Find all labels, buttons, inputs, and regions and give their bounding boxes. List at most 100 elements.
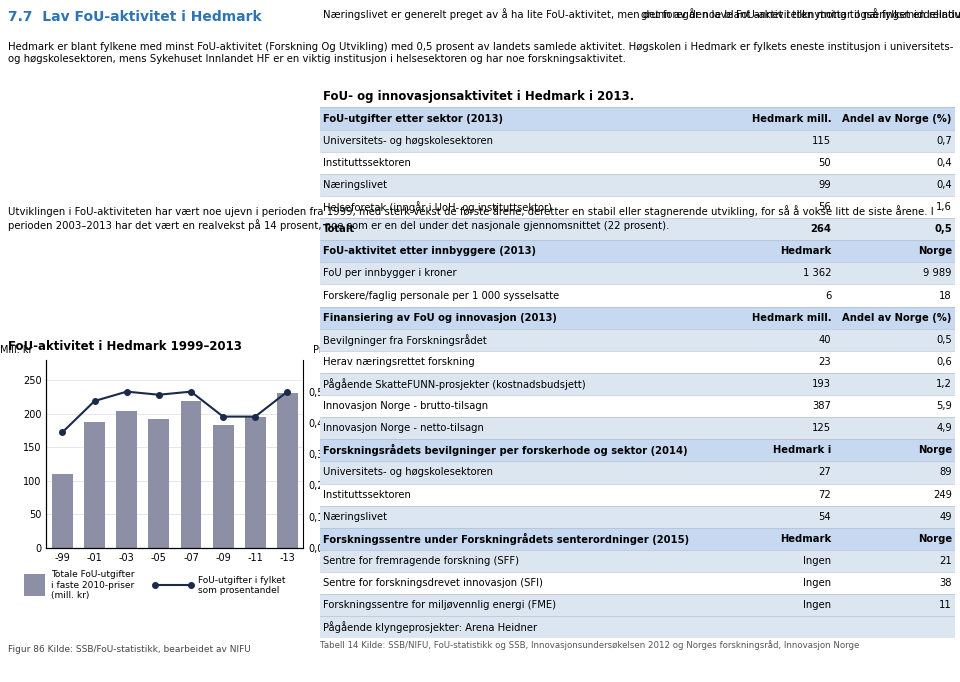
Text: Næringsliv og arbeidsplassutvikling  –  Fylkesstatistikk for Hedmark 2015  –  61: Næringsliv og arbeidsplassutvikling – Fy… xyxy=(516,662,931,672)
Bar xyxy=(320,351,955,373)
Bar xyxy=(320,240,955,263)
Text: Næringslivet: Næringslivet xyxy=(324,512,387,522)
Text: Totale FoU-utgifter
i faste 2010-priser
(mill. kr): Totale FoU-utgifter i faste 2010-priser … xyxy=(51,570,134,600)
Bar xyxy=(320,594,955,617)
Text: Innovasjon Norge - brutto-tilsagn: Innovasjon Norge - brutto-tilsagn xyxy=(324,401,489,411)
Text: 38: 38 xyxy=(939,578,951,588)
Text: 40: 40 xyxy=(819,335,831,345)
Text: Hedmark i: Hedmark i xyxy=(773,445,831,456)
Bar xyxy=(320,130,955,151)
Bar xyxy=(276,393,298,548)
Bar xyxy=(180,400,202,548)
Text: 72: 72 xyxy=(819,490,831,500)
Text: Andel av Norge (%): Andel av Norge (%) xyxy=(843,312,951,323)
Text: 89: 89 xyxy=(939,467,951,477)
Bar xyxy=(245,417,266,548)
Bar xyxy=(320,218,955,240)
Bar xyxy=(320,373,955,395)
Text: FoU-utgifter etter sektor (2013): FoU-utgifter etter sektor (2013) xyxy=(324,113,503,123)
Text: Ingen: Ingen xyxy=(804,556,831,566)
Text: 0,7: 0,7 xyxy=(936,136,951,146)
Text: Ingen: Ingen xyxy=(804,600,831,610)
Text: 1,6: 1,6 xyxy=(936,202,951,212)
Text: Forskningssentre for miljøvennlig energi (FME): Forskningssentre for miljøvennlig energi… xyxy=(324,600,556,610)
Text: FoU-aktivitet i Hedmark 1999–2013: FoU-aktivitet i Hedmark 1999–2013 xyxy=(8,340,242,353)
Text: 115: 115 xyxy=(812,136,831,146)
Text: Norge: Norge xyxy=(918,246,951,256)
Bar xyxy=(320,307,955,329)
Text: 249: 249 xyxy=(933,490,951,500)
Text: 125: 125 xyxy=(812,424,831,433)
Text: Forskere/faglig personale per 1 000 sysselsatte: Forskere/faglig personale per 1 000 syss… xyxy=(324,291,560,301)
Text: 50: 50 xyxy=(819,158,831,168)
Text: 11: 11 xyxy=(939,600,951,610)
Text: 54: 54 xyxy=(819,512,831,522)
Text: Universitets- og høgskolesektoren: Universitets- og høgskolesektoren xyxy=(324,467,493,477)
Text: Ingen: Ingen xyxy=(804,578,831,588)
Text: Mill. kr: Mill. kr xyxy=(0,345,33,355)
Bar xyxy=(320,395,955,417)
Text: 4,9: 4,9 xyxy=(936,424,951,433)
Text: 21: 21 xyxy=(939,556,951,566)
Text: Utviklingen i FoU-aktiviteten har vært noe ujevn i perioden fra 1999, med sterk : Utviklingen i FoU-aktiviteten har vært n… xyxy=(8,205,934,231)
Text: Sentre for forskningsdrevet innovasjon (SFI): Sentre for forskningsdrevet innovasjon (… xyxy=(324,578,543,588)
Text: Totalt: Totalt xyxy=(324,224,355,234)
Bar xyxy=(320,196,955,218)
Text: Pågående SkatteFUNN-prosjekter (kostnadsbudsjett): Pågående SkatteFUNN-prosjekter (kostnads… xyxy=(324,378,586,390)
Text: Figur 86 Kilde: SSB/FoU-statistikk, bearbeidet av NIFU: Figur 86 Kilde: SSB/FoU-statistikk, bear… xyxy=(8,645,251,654)
Text: 5,9: 5,9 xyxy=(936,401,951,411)
Text: Helseforetak (inngår i UoH- og instituttsektor): Helseforetak (inngår i UoH- og institutt… xyxy=(324,201,552,213)
Text: Pågående klyngeprosjekter: Arena Heidner: Pågående klyngeprosjekter: Arena Heidner xyxy=(324,621,538,634)
Text: 0,6: 0,6 xyxy=(936,357,951,367)
Text: Bevilgninger fra Forskningsrådet: Bevilgninger fra Forskningsrådet xyxy=(324,333,487,346)
Text: Instituttssektoren: Instituttssektoren xyxy=(324,158,411,168)
Text: Herav næringsrettet forskning: Herav næringsrettet forskning xyxy=(324,357,475,367)
Text: Prosent: Prosent xyxy=(313,345,349,355)
Text: Hedmark mill.: Hedmark mill. xyxy=(752,113,831,123)
Bar xyxy=(320,263,955,284)
Text: Næringslivet er generelt preget av å ha lite FoU-aktivitet, men det foregår noe : Næringslivet er generelt preget av å ha … xyxy=(323,8,960,20)
Bar xyxy=(149,419,169,548)
Bar xyxy=(320,462,955,484)
Text: Finansiering av FoU og innovasjon (2013): Finansiering av FoU og innovasjon (2013) xyxy=(324,312,557,323)
Text: 9 989: 9 989 xyxy=(924,269,951,278)
Text: 6: 6 xyxy=(825,291,831,301)
Text: 18: 18 xyxy=(939,291,951,301)
Bar xyxy=(320,151,955,174)
Text: Hedmark: Hedmark xyxy=(780,534,831,544)
Bar xyxy=(320,617,955,638)
Text: 1,2: 1,2 xyxy=(936,379,951,389)
Bar xyxy=(320,329,955,351)
Text: 0,4: 0,4 xyxy=(936,180,951,190)
Text: Hedmark mill.: Hedmark mill. xyxy=(752,312,831,323)
Bar xyxy=(320,572,955,594)
Text: Forskningsrådets bevilgninger per forskerhode og sektor (2014): Forskningsrådets bevilgninger per forske… xyxy=(324,445,687,456)
Bar xyxy=(24,574,45,596)
Bar xyxy=(320,439,955,462)
Text: 27: 27 xyxy=(819,467,831,477)
Text: 1 362: 1 362 xyxy=(803,269,831,278)
Text: Instituttssektoren: Instituttssektoren xyxy=(324,490,411,500)
Text: FoU per innbygger i kroner: FoU per innbygger i kroner xyxy=(324,269,457,278)
Text: 193: 193 xyxy=(812,379,831,389)
Bar xyxy=(320,417,955,439)
Text: 23: 23 xyxy=(819,357,831,367)
Text: grunn av den lave FoU-aktiviteten mottar også fylket en relativt lav andel av be: grunn av den lave FoU-aktiviteten mottar… xyxy=(641,8,960,20)
Bar xyxy=(116,411,137,548)
Text: FoU-utgifter i fylket
som prosentandel: FoU-utgifter i fylket som prosentandel xyxy=(198,576,285,595)
Text: 99: 99 xyxy=(819,180,831,190)
Text: 56: 56 xyxy=(819,202,831,212)
Text: 49: 49 xyxy=(939,512,951,522)
Text: FoU-aktivitet etter innbyggere (2013): FoU-aktivitet etter innbyggere (2013) xyxy=(324,246,537,256)
Text: Norge: Norge xyxy=(918,445,951,456)
Text: 0,5: 0,5 xyxy=(936,335,951,345)
Bar xyxy=(213,426,233,548)
Text: 264: 264 xyxy=(810,224,831,234)
Bar xyxy=(320,505,955,528)
Text: 0,4: 0,4 xyxy=(936,158,951,168)
Text: 0,5: 0,5 xyxy=(934,224,951,234)
Bar xyxy=(320,528,955,550)
Text: Forskningssentre under Forskningrådets senterordninger (2015): Forskningssentre under Forskningrådets s… xyxy=(324,533,689,545)
Text: Næringslivet: Næringslivet xyxy=(324,180,387,190)
Text: Universitets- og høgskolesektoren: Universitets- og høgskolesektoren xyxy=(324,136,493,146)
